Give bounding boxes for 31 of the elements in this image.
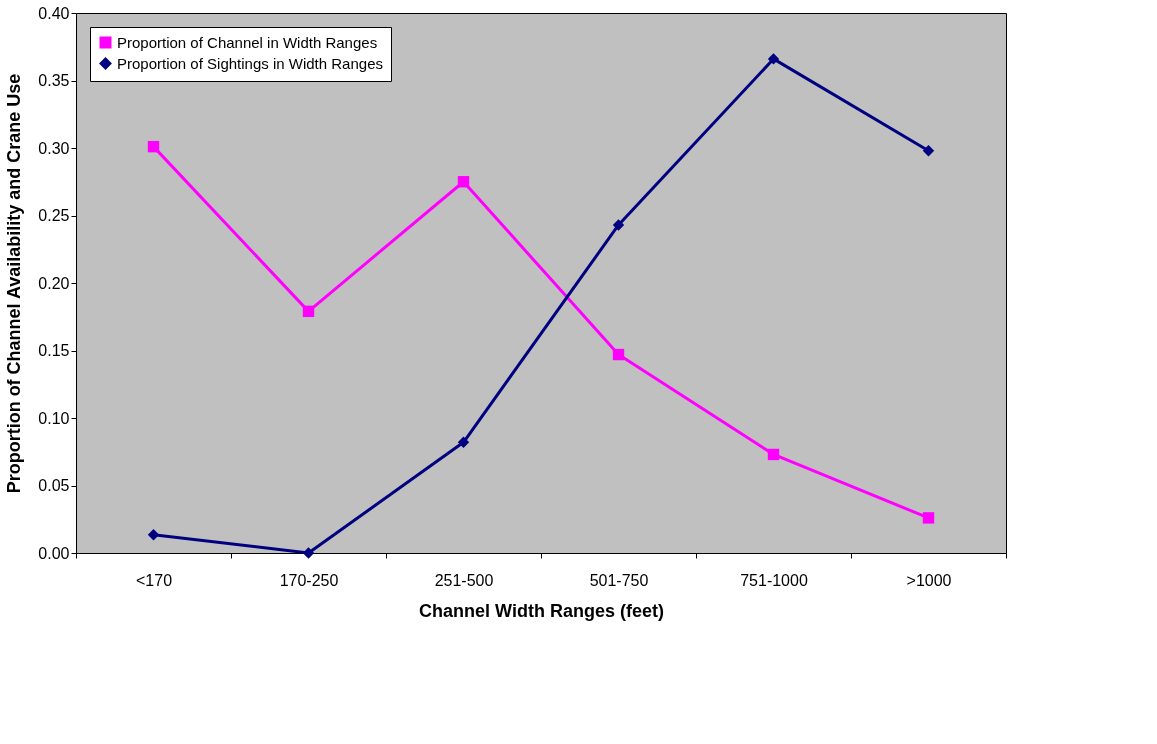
point	[922, 145, 935, 157]
y-tick-label: 0.05	[38, 477, 70, 494]
y-tick-label: 0.40	[38, 4, 70, 22]
point	[302, 547, 315, 559]
legend-label: Proportion of Channel in Width Ranges	[117, 33, 378, 51]
x-axis-title: Channel Width Ranges (feet)	[419, 600, 664, 621]
point	[612, 219, 625, 231]
point	[457, 176, 470, 188]
point	[767, 53, 780, 65]
point	[767, 448, 780, 461]
x-tick-label: >1000	[906, 571, 952, 589]
point	[922, 512, 935, 524]
legend-label: Proportion of Sightings in Width Ranges	[117, 54, 383, 72]
y-tick-label: 0.10	[38, 409, 70, 427]
y-tick-label: 0.25	[38, 207, 70, 224]
y-tick-label: 0.15	[38, 342, 70, 359]
x-tick-label: <170	[135, 571, 173, 589]
x-tick-label: 751-1000	[740, 571, 808, 589]
point	[457, 436, 470, 448]
y-tick-label: 0.35	[38, 72, 70, 89]
y-tick-label: 0.30	[38, 139, 70, 157]
x-tick-label: 251-500	[434, 571, 494, 589]
x-tick-label: 501-750	[589, 571, 649, 589]
x-tick-label: 170-250	[279, 571, 339, 589]
point	[302, 305, 315, 318]
point	[147, 140, 160, 153]
y-tick-label: 0.20	[38, 274, 70, 292]
point	[612, 348, 625, 361]
y-tick-label: 0.00	[38, 544, 70, 562]
point	[147, 529, 160, 541]
y-axis-title: Proportion of Channel Availability and Crane Use	[4, 73, 25, 494]
